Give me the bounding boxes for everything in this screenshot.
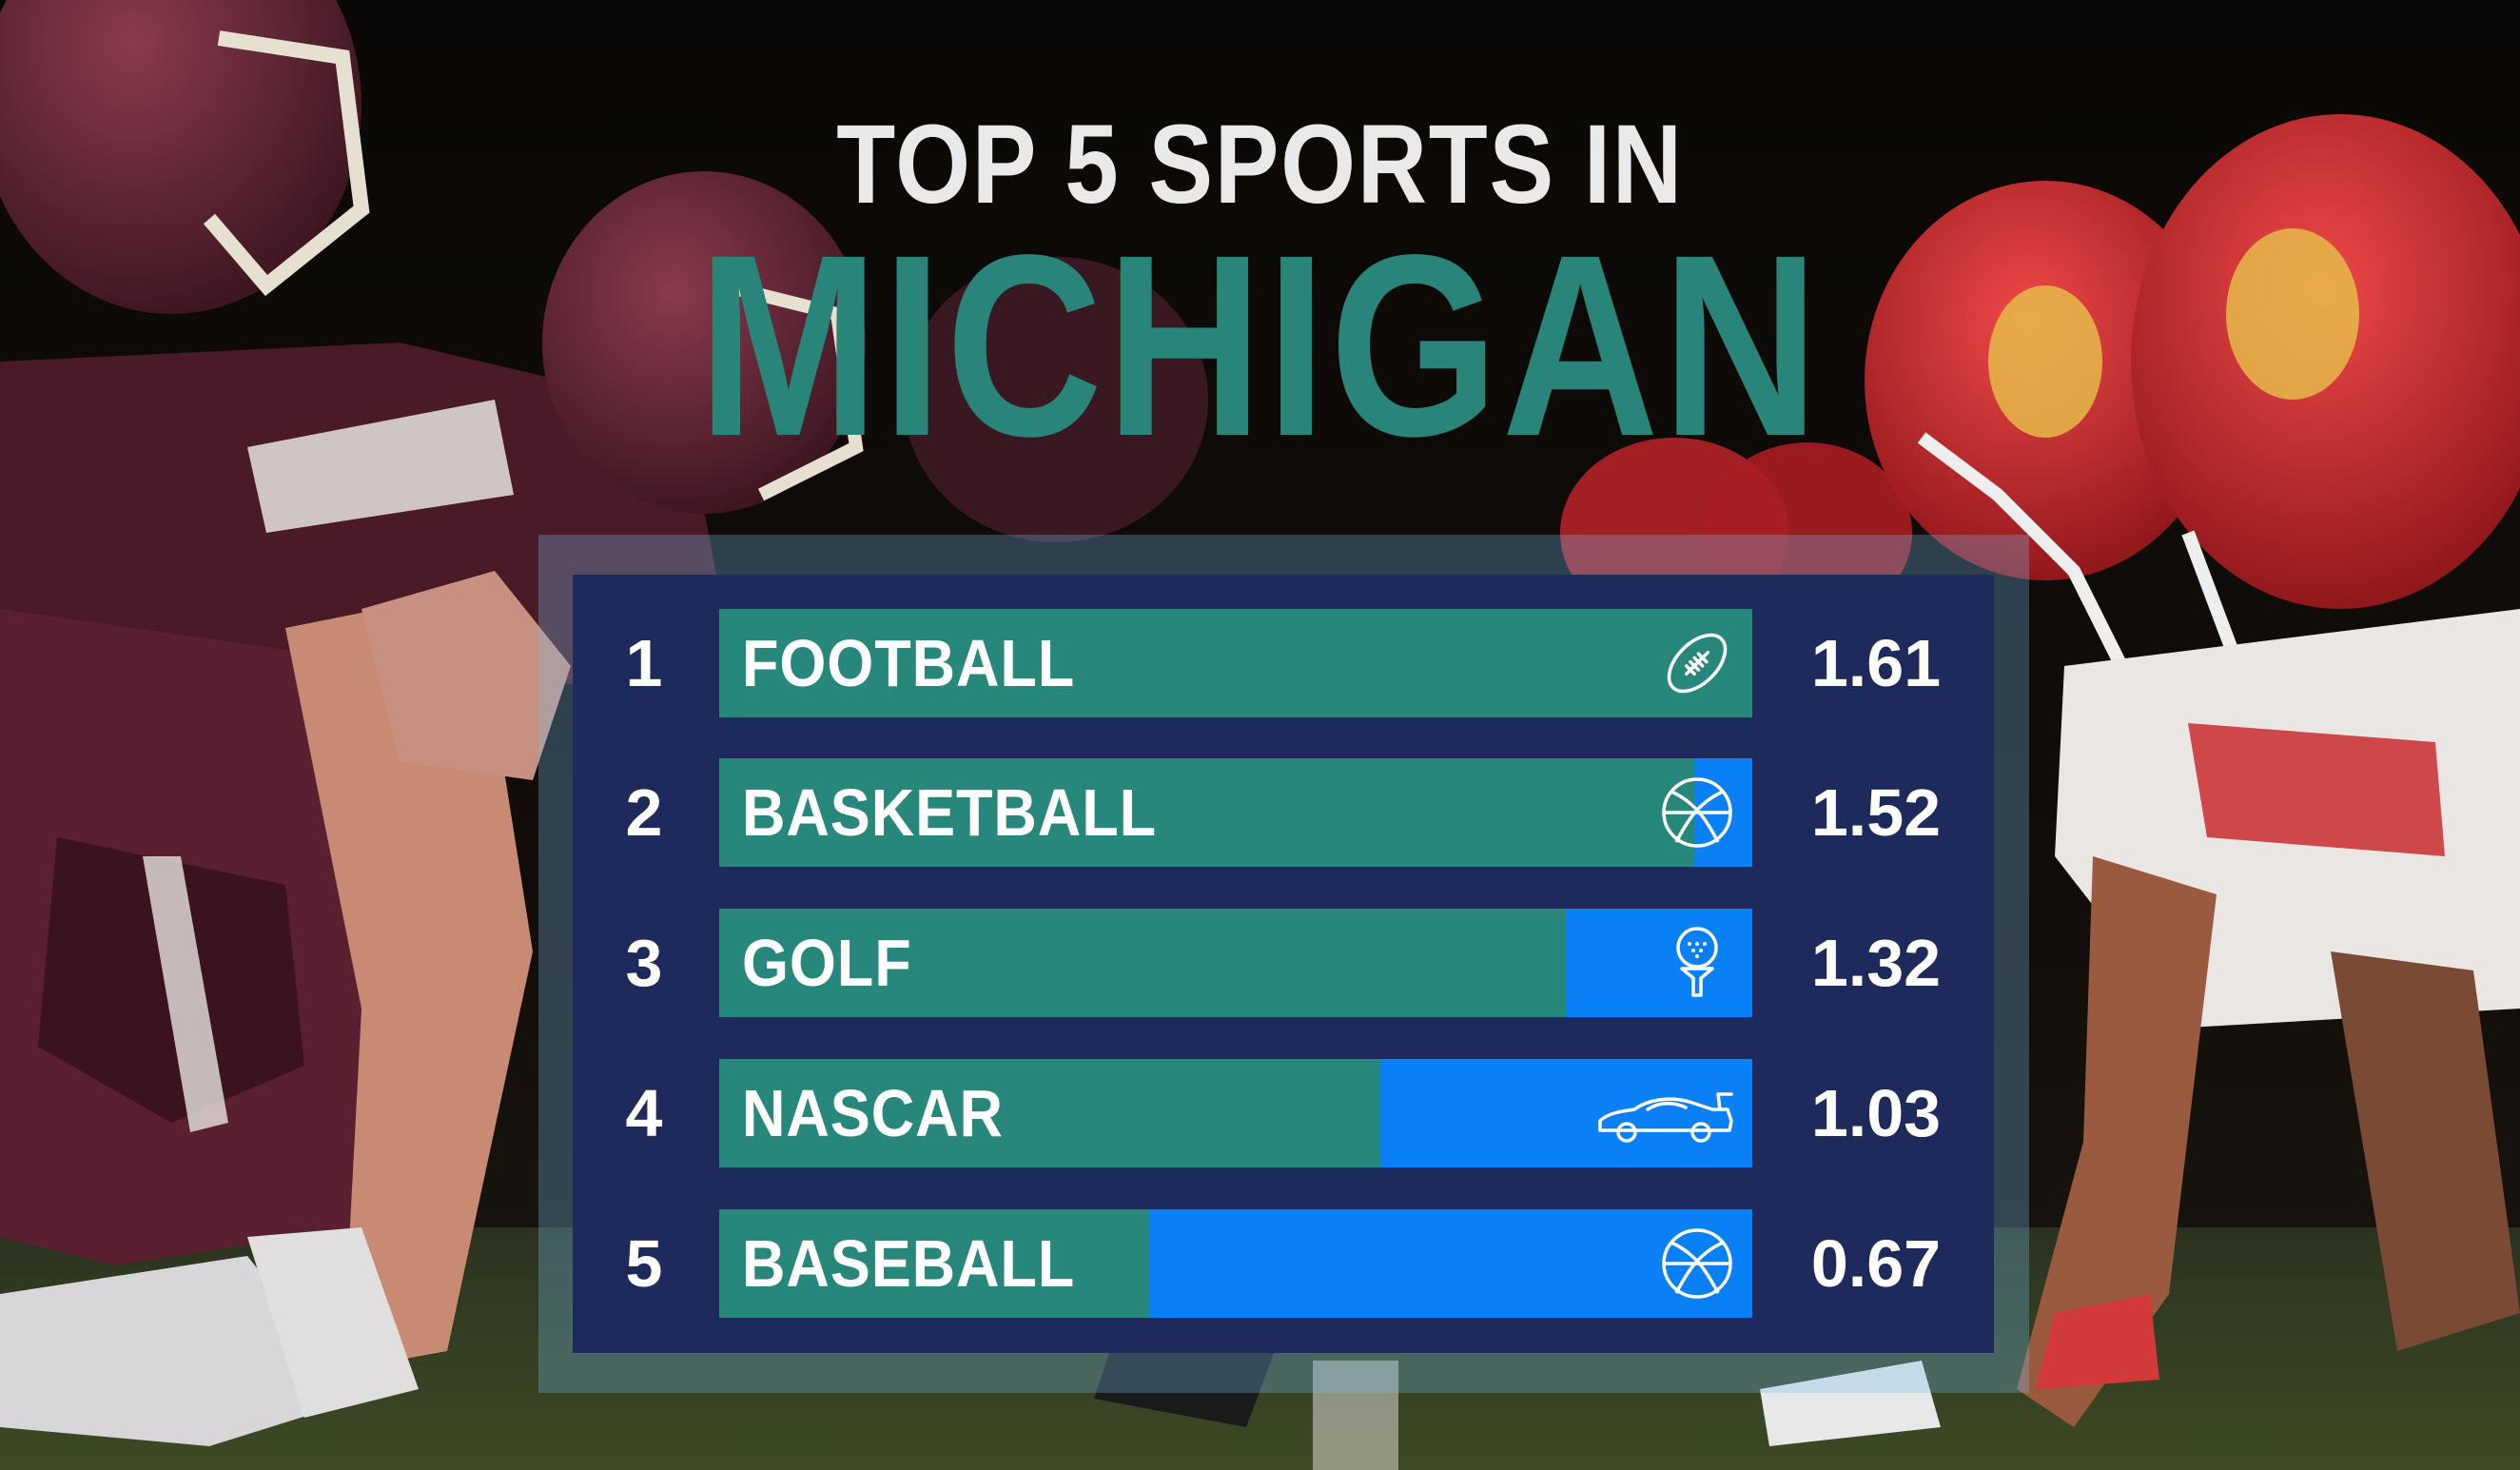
category-label: GOLF [742,926,912,1000]
chart-panel: 1 FOOTBALL 1.61 2 [573,575,1994,1353]
value-label: 0.67 [1810,1226,1942,1301]
title-line-1: TOP 5 SPORTS IN [836,102,1684,227]
rank-label: 3 [625,926,663,1000]
chart-row-2: 2 BASKETBALL 1.52 [573,758,1994,867]
value-label: 1.61 [1810,626,1942,700]
bar-fill [719,609,1752,717]
category-label: BASKETBALL [742,775,1157,850]
rank-label: 5 [625,1226,663,1301]
chart-row-4: 4 NASCAR 1.03 [573,1059,1994,1167]
chart-row-1: 1 FOOTBALL 1.61 [573,609,1994,717]
category-label: FOOTBALL [742,626,1076,700]
title-line-2: MICHIGAN [697,201,1823,490]
rank-label: 4 [625,1076,663,1150]
bar-fill [719,1059,1380,1167]
basketball-icon [1659,1225,1735,1302]
bar-fill [719,1209,1149,1318]
bar-track: BASKETBALL [719,758,1752,867]
rank-label: 1 [625,626,663,700]
category-label: BASEBALL [742,1226,1076,1301]
football-icon [1659,625,1735,701]
category-label: NASCAR [742,1076,1004,1150]
chart-row-3: 3 GOLF [573,909,1994,1017]
basketball-icon [1659,774,1735,851]
chart-row-5: 5 BASEBALL 0.67 [573,1209,1994,1318]
value-label: 1.32 [1810,926,1942,1000]
bar-track: GOLF [719,909,1752,1017]
bar-fill [719,909,1566,1017]
bar-fill [719,758,1694,867]
golf-tee-icon [1659,925,1735,1001]
bar-track: NASCAR [719,1059,1752,1167]
value-label: 1.52 [1810,775,1942,850]
bar-track: BASEBALL [719,1209,1752,1318]
race-car-icon [1594,1075,1737,1151]
value-label: 1.03 [1810,1076,1942,1150]
bar-track: FOOTBALL [719,609,1752,717]
rank-label: 2 [625,775,663,850]
